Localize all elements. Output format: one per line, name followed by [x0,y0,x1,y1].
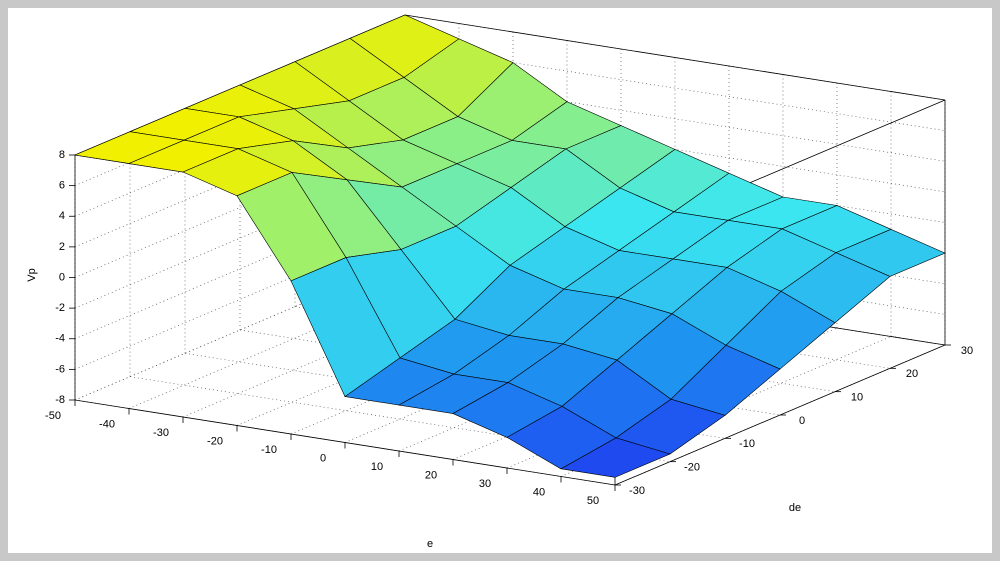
x-tick-label: -30 [153,427,169,439]
z-axis-label: Vp [26,268,38,281]
y-tick-label: -10 [739,438,755,450]
y-tick-label: -30 [629,485,645,497]
x-tick-label: -20 [207,435,223,447]
x-tick-label: 10 [371,461,383,473]
box-edge [404,14,946,101]
z-tick-label: 0 [59,271,65,283]
y-axis-label: de [789,502,801,514]
x-tick-label: 30 [479,478,491,490]
z-tick-label: 2 [59,241,65,253]
x-tick-label: 50 [587,495,599,507]
y-tick-label: 30 [961,345,973,357]
surface-patch [560,437,671,478]
z-tick-label: 8 [59,149,65,161]
z-tick-label: -8 [55,394,65,406]
y-tick-label: -20 [684,462,700,474]
y-tick-label: 20 [906,368,918,380]
z-tick-label: 4 [59,210,65,222]
x-axis-label: e [427,538,433,550]
z-tick-label: -4 [55,333,65,345]
x-tick-label: -10 [261,444,277,456]
z-tick-label: -6 [55,363,65,375]
x-tick-label: 20 [425,469,437,481]
z-tick-label: -2 [55,302,65,314]
x-tick-label: -40 [99,418,115,430]
x-tick-label: -50 [45,410,61,422]
x-tick-label: 0 [320,452,326,464]
z-tick-label: 6 [59,180,65,192]
x-tick-label: 40 [533,486,545,498]
y-tick-label: 0 [799,415,805,427]
y-tick-label: 10 [851,392,863,404]
